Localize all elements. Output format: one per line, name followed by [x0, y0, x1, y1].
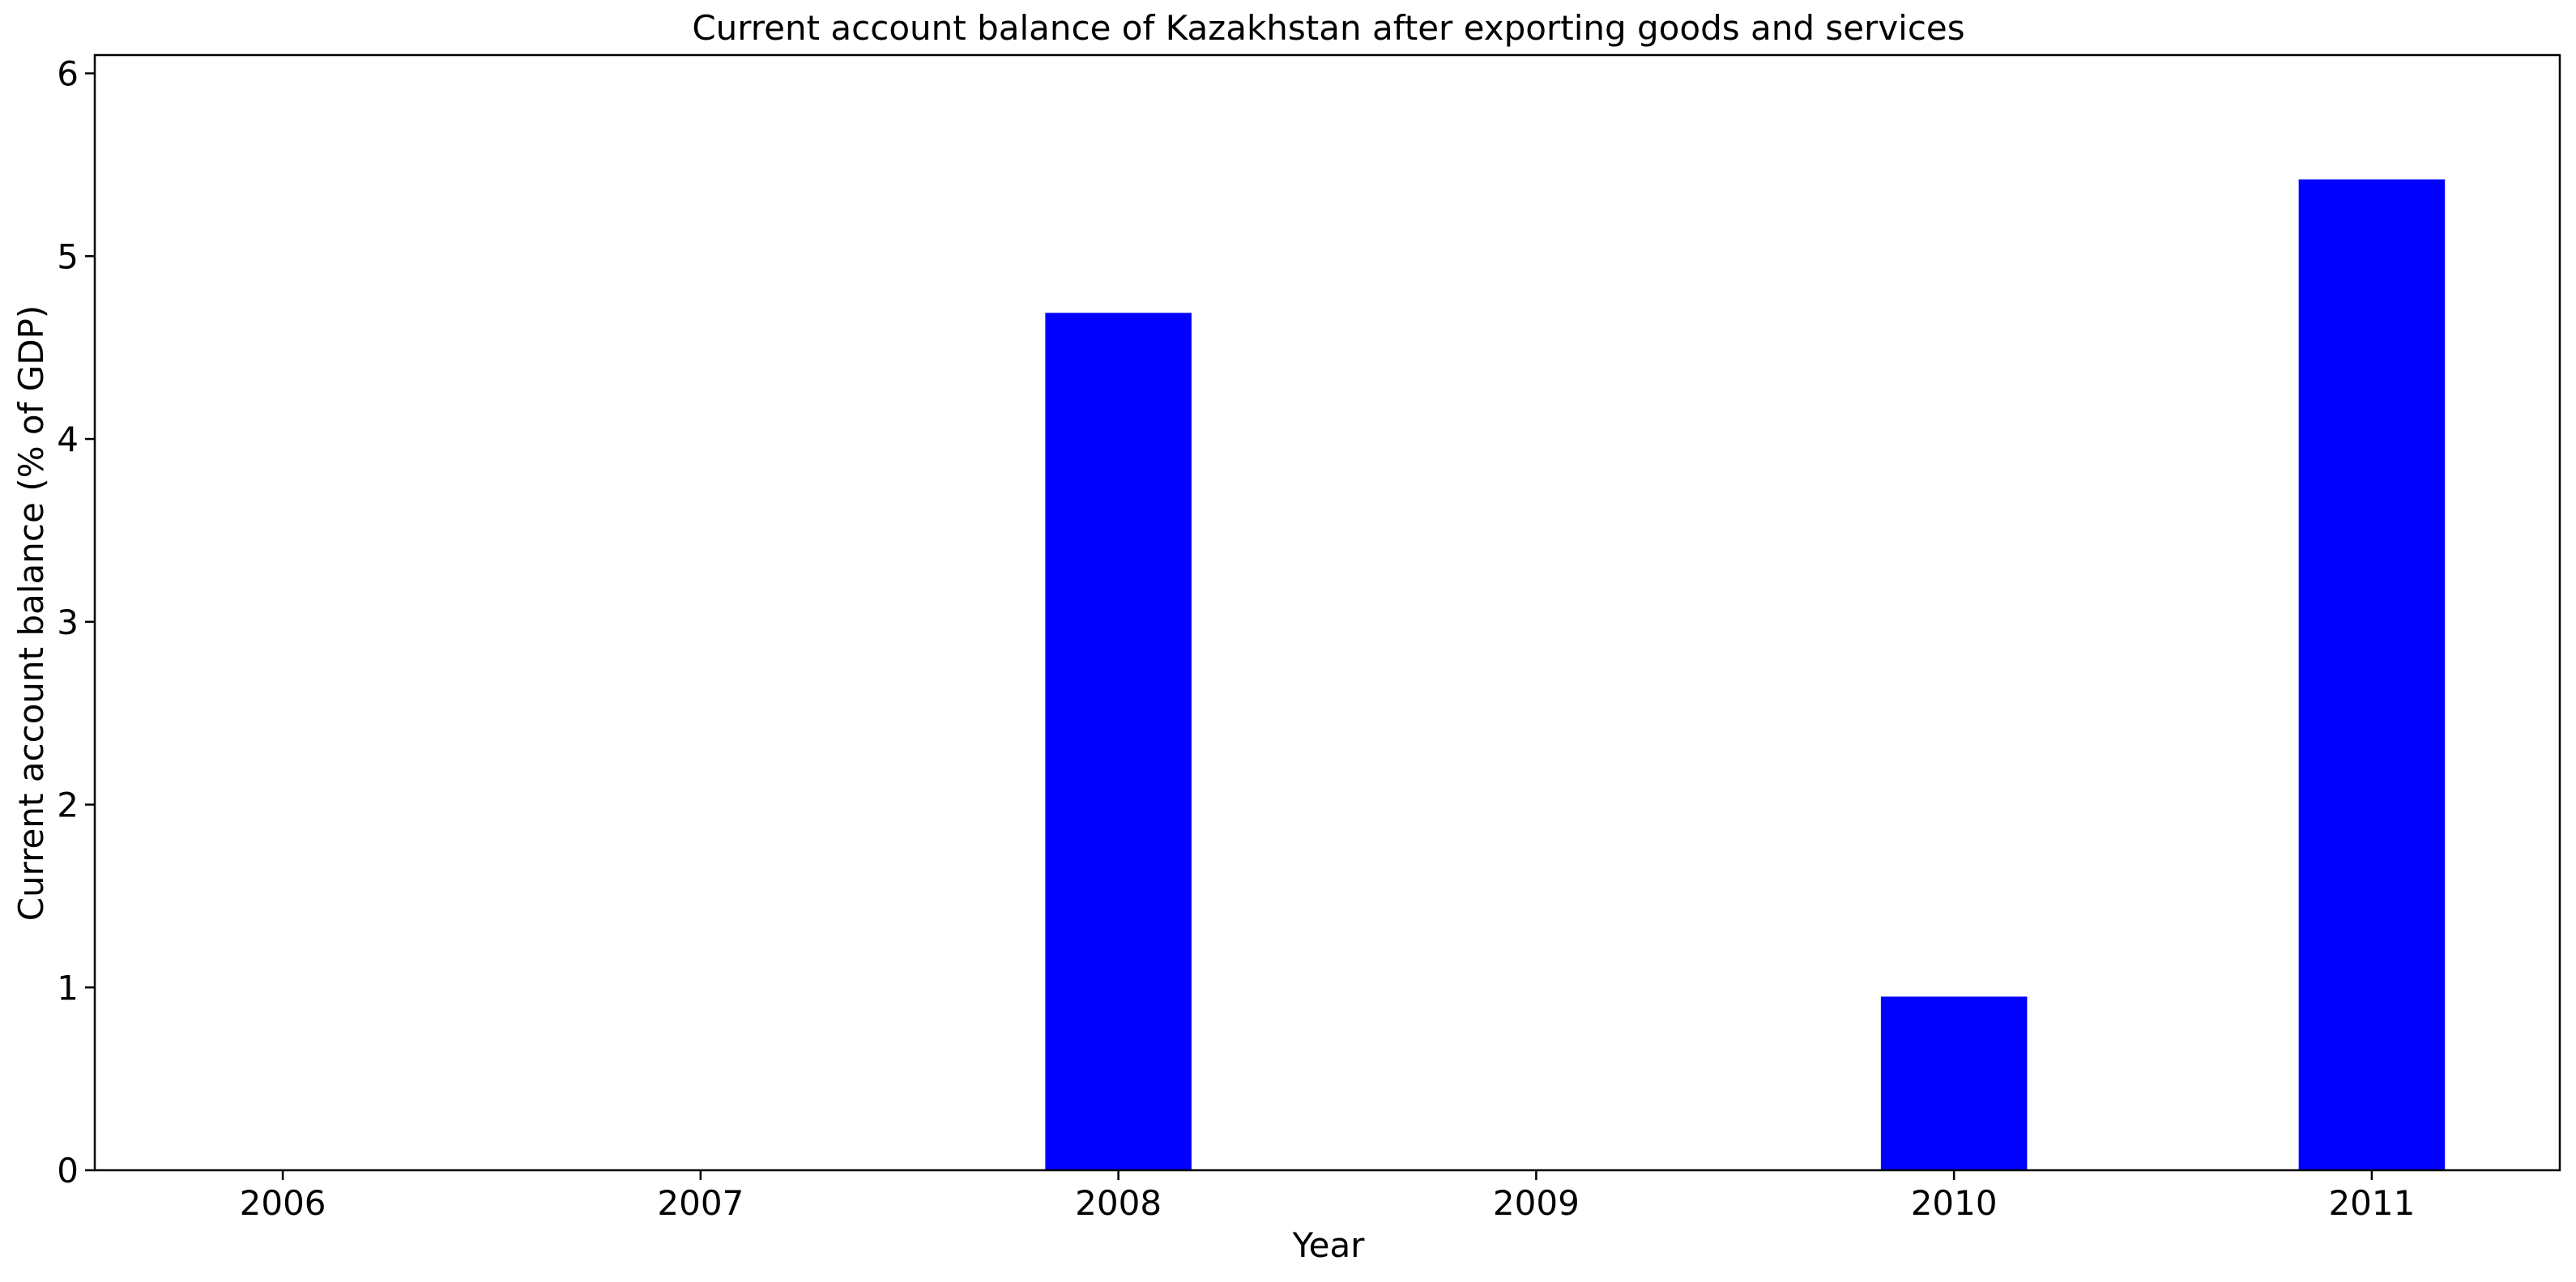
y-axis-ticks: 0 1 2 3 4 5 6	[57, 54, 95, 1190]
x-tick-label: 2010	[1911, 1183, 1998, 1223]
y-tick-label: 4	[57, 420, 79, 459]
chart-title: Current account balance of Kazakhstan af…	[692, 8, 1964, 48]
x-tick-label: 2011	[2328, 1183, 2415, 1223]
y-tick-label: 2	[57, 786, 79, 825]
y-tick-label: 1	[57, 968, 79, 1007]
y-tick-label: 0	[57, 1151, 79, 1190]
bar-series	[1045, 179, 2446, 1171]
x-tick-label: 2009	[1493, 1183, 1580, 1223]
y-tick-label: 3	[57, 603, 79, 642]
y-axis-label: Current account balance (% of GDP)	[11, 305, 51, 922]
bar-2008	[1045, 313, 1192, 1170]
plot-frame	[93, 53, 2561, 1172]
bar-2011	[2298, 179, 2446, 1171]
x-tick-label: 2006	[240, 1183, 326, 1223]
y-tick-label: 6	[57, 54, 79, 94]
x-tick-label: 2008	[1075, 1183, 1162, 1223]
x-axis-ticks: 2006 2007 2008 2009 2010 2011	[240, 1170, 2415, 1223]
x-axis-label: Year	[1292, 1225, 1366, 1265]
y-tick-label: 5	[57, 236, 79, 276]
bar-2010	[1880, 996, 2028, 1170]
x-tick-label: 2007	[657, 1183, 744, 1223]
